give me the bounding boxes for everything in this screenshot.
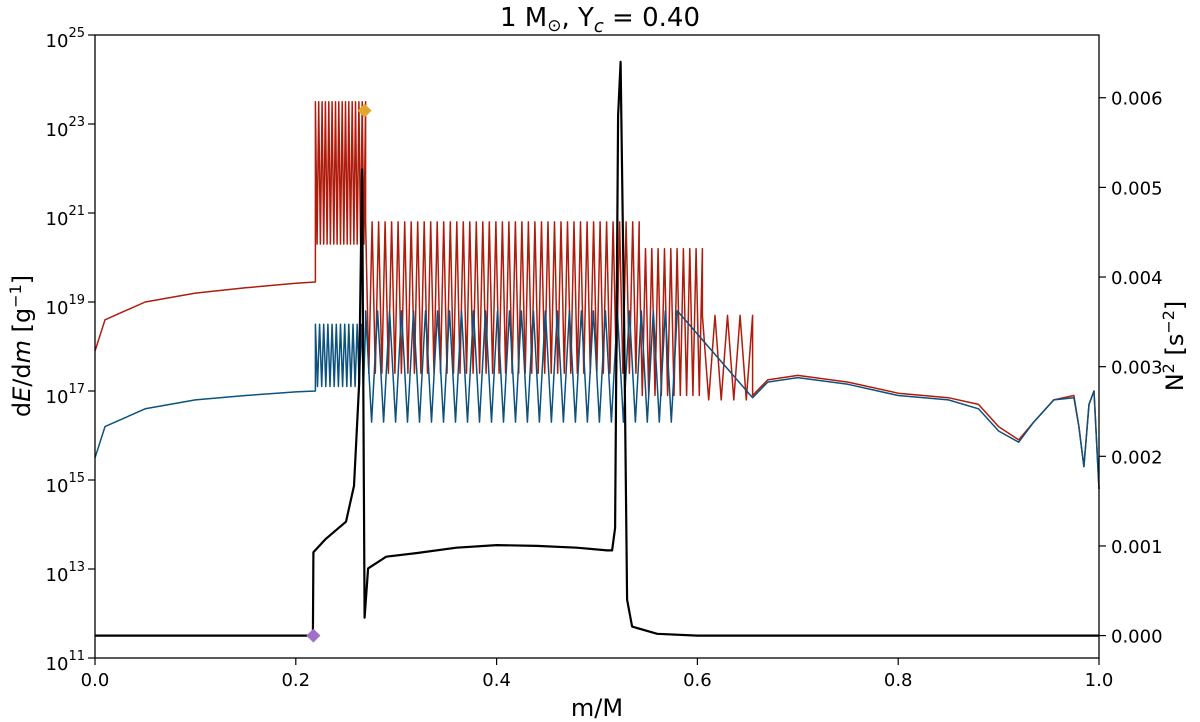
plot-area	[94, 60, 1100, 637]
x-axis: 0.0 0.2 0.4 0.6 0.8 1.0	[81, 658, 1114, 691]
diamond-marker-1	[306, 628, 321, 643]
right-tick-label-1: 0.001	[1111, 537, 1163, 558]
right-tick-label-2: 0.002	[1111, 447, 1163, 468]
right-y-axis: 0.000 0.001 0.002 0.003 0.004 0.005 0.006	[1099, 89, 1163, 648]
series-line-0	[94, 101, 1100, 489]
left-tick-label-5: 1021	[46, 204, 85, 230]
right-tick-label-5: 0.005	[1111, 178, 1163, 199]
chart-title: 1 M⊙, Yc = 0.40	[500, 3, 700, 37]
x-tick-label-3: 0.6	[683, 670, 712, 691]
left-tick-label-4: 1019	[46, 293, 85, 319]
x-axis-label: m/M	[571, 694, 623, 722]
left-tick-label-1: 1013	[46, 560, 85, 586]
left-y-axis: 1011 1013 1015 1017 1019 1021 1023 1025	[46, 26, 95, 675]
right-y-axis-label: N2 [s−2]	[1159, 301, 1189, 392]
left-tick-label-3: 1017	[46, 382, 85, 408]
left-tick-label-7: 1025	[46, 26, 85, 52]
x-tick-label-0: 0.0	[81, 670, 110, 691]
diamond-marker-0	[357, 103, 372, 118]
series-line-1	[94, 310, 1100, 489]
left-tick-label-0: 1011	[46, 649, 85, 675]
x-tick-label-2: 0.4	[482, 670, 511, 691]
left-tick-label-6: 1023	[46, 115, 85, 141]
right-tick-label-0: 0.000	[1111, 627, 1163, 648]
x-tick-label-1: 0.2	[281, 670, 310, 691]
left-tick-label-2: 1015	[46, 471, 85, 497]
right-tick-label-6: 0.006	[1111, 89, 1163, 110]
series-line-2	[95, 60, 1099, 637]
right-tick-label-4: 0.004	[1111, 268, 1163, 289]
x-tick-label-5: 1.0	[1085, 670, 1114, 691]
x-tick-label-4: 0.8	[884, 670, 913, 691]
right-tick-label-3: 0.003	[1111, 358, 1163, 379]
left-y-axis-label: dE/dm [g−1]	[6, 275, 36, 417]
plot-frame	[94, 34, 1100, 659]
marker-layer	[306, 103, 372, 643]
